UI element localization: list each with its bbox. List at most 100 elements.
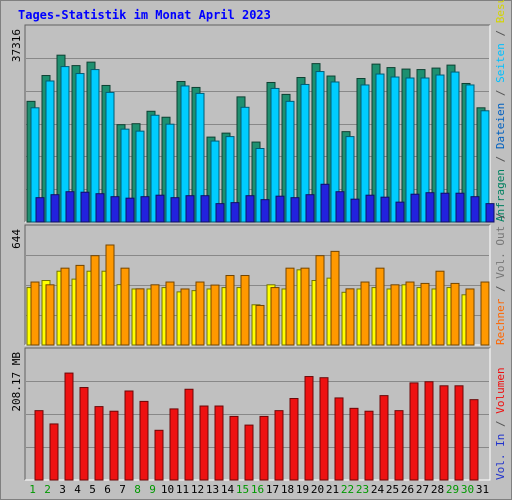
bar-seiten-31 — [485, 203, 495, 223]
bar-volumen-4 — [79, 387, 89, 481]
bar-seiten-29 — [455, 192, 465, 223]
legend-entry: Anfragen — [494, 169, 507, 222]
bar-seiten-9 — [155, 194, 165, 223]
legend-entry: / — [494, 414, 507, 434]
x-tick-label-19: 19 — [296, 483, 309, 496]
bar-volumen-12 — [199, 405, 209, 481]
legend-top: Anfragen / Dateien / Seiten / Besuche — [494, 0, 507, 222]
panel-border-dark — [24, 24, 490, 222]
x-tick-label-18: 18 — [281, 483, 294, 496]
x-tick-label-28: 28 — [431, 483, 444, 496]
bar-seiten-23 — [365, 194, 375, 223]
bar-volumen-7 — [124, 390, 134, 481]
bar-dateien-23 — [360, 84, 370, 223]
bar-dateien-16 — [255, 148, 265, 223]
bar-seiten-5 — [95, 193, 105, 223]
bar-rechner-22 — [345, 288, 355, 346]
bar-volumen-6 — [109, 410, 119, 481]
bar-dateien-26 — [405, 77, 415, 223]
legend-entry: Dateien — [494, 103, 507, 149]
legend-entry: Vol. Out — [494, 226, 507, 279]
x-tick-label-10: 10 — [161, 483, 174, 496]
bar-seiten-20 — [320, 183, 330, 223]
legend-entry: / — [494, 83, 507, 103]
bar-volumen-1 — [34, 410, 44, 481]
bar-rechner-3 — [60, 267, 70, 346]
bar-volumen-9 — [154, 429, 164, 481]
bar-rechner-18 — [285, 267, 295, 346]
x-tick-label-29: 29 — [446, 483, 459, 496]
x-axis-labels: 1 2 3 4 5 6 7 8 9 10 11 12 13 14 15 16 17 18 19 20 21 22 23 24 2… — [29, 483, 489, 496]
bar-rechner-8 — [135, 288, 145, 346]
bar-rechner-31 — [480, 281, 490, 346]
bar-seiten-21 — [335, 191, 345, 223]
bar-volumen-25 — [394, 410, 404, 481]
bar-dateien-17 — [270, 87, 280, 223]
x-tick-label-27: 27 — [416, 483, 429, 496]
bar-volumen-2 — [49, 423, 59, 481]
bar-rechner-24 — [375, 267, 385, 346]
bar-volumen-23 — [364, 410, 374, 481]
bar-seiten-22 — [350, 198, 360, 223]
bar-volumen-19 — [304, 376, 314, 481]
panel-bottom: 208.17 MB — [10, 347, 491, 481]
legend-entry: Vol. In — [494, 434, 507, 480]
bar-volumen-3 — [64, 372, 74, 481]
legend-entry: Rechner — [494, 298, 507, 345]
x-tick-label-9: 9 — [149, 483, 156, 496]
bar-rechner-23 — [360, 281, 370, 346]
x-tick-label-26: 26 — [401, 483, 414, 496]
x-tick-label-20: 20 — [311, 483, 324, 496]
bar-seiten-19 — [305, 194, 315, 223]
x-tick-label-8: 8 — [134, 483, 141, 496]
bar-volumen-17 — [274, 410, 284, 481]
bar-seiten-28 — [440, 192, 450, 223]
x-tick-label-17: 17 — [266, 483, 279, 496]
bar-seiten-13 — [215, 203, 225, 223]
bar-volumen-13 — [214, 405, 224, 481]
bar-seiten-24 — [380, 196, 390, 223]
bar-volumen-27 — [424, 381, 434, 481]
bar-volumen-30 — [469, 399, 479, 481]
bar-dateien-6 — [105, 91, 115, 223]
bar-dateien-5 — [90, 69, 100, 223]
legend-entry: / — [494, 213, 507, 226]
bar-dateien-19 — [300, 83, 310, 223]
panel-top: 37316 — [10, 24, 495, 223]
bar-dateien-24 — [375, 73, 385, 223]
bar-seiten-3 — [65, 191, 75, 223]
bar-dateien-18 — [285, 100, 295, 223]
bar-rechner-26 — [405, 281, 415, 346]
bar-seiten-8 — [140, 196, 150, 223]
bar-rechner-19 — [300, 267, 310, 346]
bar-volumen-8 — [139, 400, 149, 481]
bar-rechner-9 — [150, 284, 160, 346]
x-tick-label-13: 13 — [206, 483, 219, 496]
legend-entry: / — [494, 279, 507, 299]
bar-dateien-13 — [210, 140, 220, 223]
bar-volumen-21 — [334, 397, 344, 481]
bar-volumen-20 — [319, 377, 329, 481]
bar-volumen-26 — [409, 382, 419, 481]
x-tick-label-30: 30 — [461, 483, 474, 496]
bar-dateien-8 — [135, 130, 145, 223]
bar-rechner-15 — [240, 275, 250, 346]
legend-entry: Seiten — [494, 43, 507, 83]
bar-volumen-15 — [244, 424, 254, 481]
bar-dateien-15 — [240, 106, 250, 223]
bar-rechner-6 — [105, 244, 115, 346]
bar-rechner-27 — [420, 282, 430, 346]
bar-volumen-11 — [184, 388, 194, 481]
page-title: Tages-Statistik im Monat April 2023 — [18, 8, 271, 22]
bar-seiten-12 — [200, 195, 210, 223]
x-tick-label-14: 14 — [221, 483, 235, 496]
bar-dateien-4 — [75, 73, 85, 223]
bar-volumen-10 — [169, 408, 179, 481]
bar-rechner-28 — [435, 270, 445, 346]
panel-border-dark — [24, 347, 490, 480]
x-tick-label-23: 23 — [356, 483, 369, 496]
y-max-label: 37316 — [10, 29, 23, 62]
bar-dateien-29 — [450, 71, 460, 223]
bar-volumen-14 — [229, 415, 239, 481]
